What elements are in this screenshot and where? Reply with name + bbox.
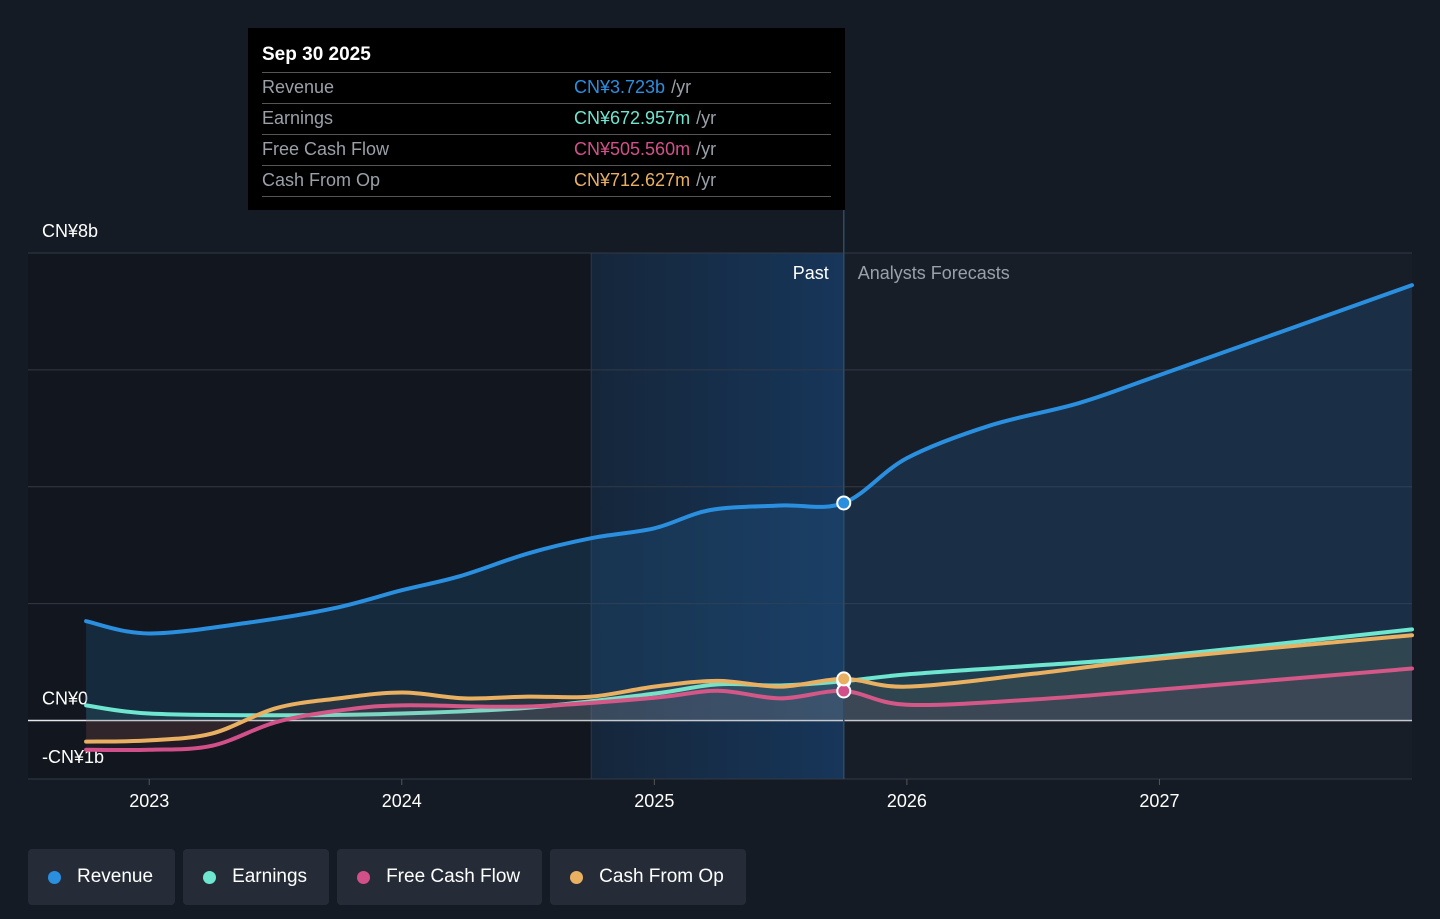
tooltip-unit: /yr bbox=[696, 108, 717, 128]
tooltip-label: Revenue bbox=[262, 77, 335, 97]
series-area bbox=[86, 668, 1412, 751]
legend-swatch bbox=[48, 870, 61, 884]
highlight-point bbox=[836, 671, 852, 687]
legend-label: Free Cash Flow bbox=[386, 866, 521, 887]
x-tick-label: 2027 bbox=[1139, 791, 1179, 811]
forecast-label: Analysts Forecasts bbox=[858, 263, 1010, 283]
legend-label: Revenue bbox=[77, 866, 154, 887]
legend-swatch bbox=[570, 870, 584, 884]
x-tick-label: 2023 bbox=[129, 791, 169, 811]
series-line bbox=[84, 666, 1414, 753]
tooltip: Sep 30 2025 Revenue CN¥3.723b/yr Earnings C… bbox=[248, 28, 845, 210]
legend-item[interactable]: Revenue bbox=[28, 849, 176, 905]
tooltip-row: Revenue CN¥3.723b/yr bbox=[262, 72, 831, 103]
tooltip-label: Cash From Op bbox=[262, 170, 381, 190]
tooltip-unit: /yr bbox=[696, 139, 717, 159]
tooltip-value: CN¥505.560m bbox=[574, 139, 691, 159]
series-area bbox=[86, 635, 1412, 742]
tooltip-value: CN¥3.723b bbox=[574, 77, 666, 97]
x-tick-label: 2025 bbox=[634, 791, 674, 811]
legend-label: Earnings bbox=[232, 866, 308, 887]
y-tick-label: CN¥8b bbox=[42, 221, 98, 241]
tooltip-date: Sep 30 2025 bbox=[262, 44, 371, 65]
past-label: Past bbox=[793, 263, 829, 283]
tooltip-row: Earnings CN¥672.957m/yr bbox=[262, 103, 831, 134]
highlight-point bbox=[836, 683, 852, 699]
y-tick-label: CN¥0 bbox=[42, 688, 88, 708]
tooltip-row: Cash From Op CN¥712.627m/yr bbox=[262, 165, 831, 197]
tooltip-row: Free Cash Flow CN¥505.560m/yr bbox=[262, 134, 831, 165]
legend-swatch bbox=[203, 870, 217, 884]
series-line bbox=[84, 627, 1414, 718]
tooltip-unit: /yr bbox=[696, 170, 717, 190]
tooltip-label: Earnings bbox=[262, 108, 334, 128]
legend-swatch bbox=[357, 870, 371, 884]
legend-item[interactable]: Cash From Op bbox=[550, 849, 746, 905]
tooltip-label: Free Cash Flow bbox=[262, 139, 390, 159]
tooltip-unit: /yr bbox=[671, 77, 692, 97]
highlight-point bbox=[836, 495, 852, 511]
legend-item[interactable]: Earnings bbox=[183, 849, 330, 905]
legend-item[interactable]: Free Cash Flow bbox=[337, 849, 543, 905]
series-line bbox=[84, 633, 1414, 744]
legend-label: Cash From Op bbox=[599, 866, 724, 887]
x-tick-label: 2026 bbox=[887, 791, 927, 811]
legend: Revenue Earnings Free Cash Flow Cash From O… bbox=[28, 849, 746, 905]
series-line bbox=[84, 283, 1414, 636]
series-area bbox=[86, 285, 1412, 721]
tooltip-value: CN¥672.957m bbox=[574, 108, 691, 128]
x-tick-label: 2024 bbox=[382, 791, 422, 811]
history-bg bbox=[28, 253, 592, 779]
tooltip-value: CN¥712.627m bbox=[574, 170, 691, 190]
